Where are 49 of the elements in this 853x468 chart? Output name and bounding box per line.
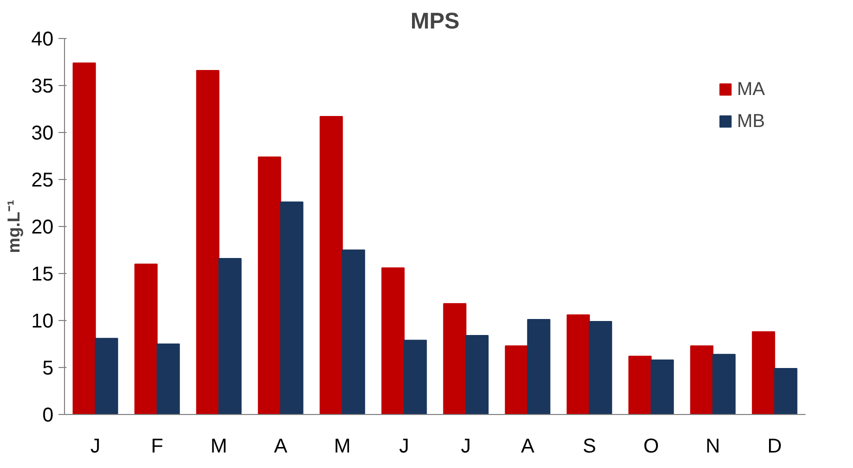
bar (588, 320, 612, 414)
x-tick-label: D (767, 436, 782, 458)
legend-label: MB (737, 110, 765, 132)
y-tick-label: 25 (31, 170, 54, 192)
bar (504, 345, 528, 414)
x-tick-label: N (706, 436, 720, 458)
x-tick-label: J (90, 436, 100, 458)
bar (443, 303, 466, 414)
bar (628, 356, 652, 414)
chart-title: MPS (410, 8, 460, 34)
bar (134, 264, 158, 414)
bar (712, 354, 736, 414)
bar (218, 258, 242, 414)
x-tick-label: S (582, 436, 596, 458)
bar (320, 116, 343, 414)
x-tick-label: F (151, 436, 164, 458)
bar (94, 338, 118, 414)
x-tick-label: J (399, 436, 410, 458)
x-tick-label: J (460, 436, 471, 458)
bar (196, 70, 220, 414)
bar (342, 250, 366, 414)
bar (72, 62, 96, 414)
bar (752, 331, 776, 414)
bar (774, 368, 798, 414)
y-tick-label: 20 (31, 216, 54, 238)
bar (527, 319, 550, 414)
x-tick-label: M (210, 436, 228, 458)
y-axis-title: mg.L⁻¹ (3, 200, 24, 254)
y-tick-label: 35 (31, 76, 54, 98)
bar (381, 267, 405, 414)
bar (404, 340, 427, 414)
y-tick-label: 15 (31, 264, 54, 286)
bar (690, 345, 714, 414)
bar (465, 335, 489, 414)
bar (156, 344, 180, 414)
y-tick-label: 0 (42, 404, 54, 426)
bar (280, 202, 304, 414)
bar (566, 314, 590, 414)
y-tick-label: 40 (31, 28, 54, 50)
y-tick-label: 30 (31, 122, 54, 144)
bar (258, 156, 282, 414)
y-tick-label: 10 (31, 310, 54, 332)
legend-label: MA (737, 78, 765, 100)
x-tick-label: A (520, 436, 535, 458)
bar (650, 359, 674, 414)
x-tick-label: A (274, 436, 288, 458)
y-tick-label: 5 (42, 358, 54, 380)
x-tick-label: M (334, 436, 351, 458)
x-tick-label: O (643, 436, 659, 458)
